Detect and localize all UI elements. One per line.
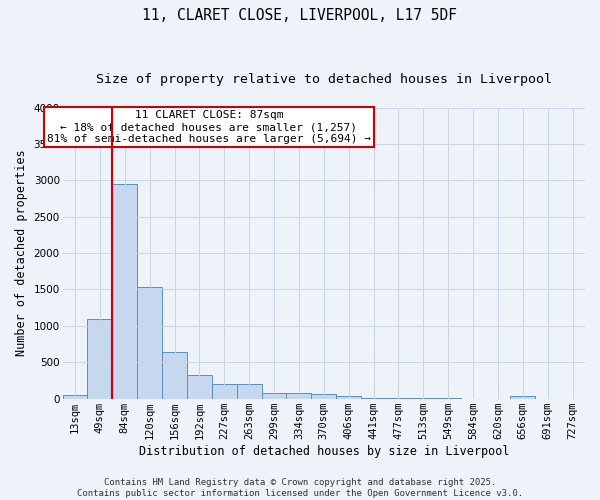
Bar <box>336 396 361 398</box>
Bar <box>237 384 262 398</box>
Title: Size of property relative to detached houses in Liverpool: Size of property relative to detached ho… <box>96 72 552 86</box>
Bar <box>511 396 535 398</box>
Bar <box>187 374 212 398</box>
Bar <box>88 318 112 398</box>
Bar <box>112 184 137 398</box>
Bar <box>162 352 187 399</box>
Text: 11, CLARET CLOSE, LIVERPOOL, L17 5DF: 11, CLARET CLOSE, LIVERPOOL, L17 5DF <box>143 8 458 22</box>
Text: Contains HM Land Registry data © Crown copyright and database right 2025.
Contai: Contains HM Land Registry data © Crown c… <box>77 478 523 498</box>
Bar <box>262 393 286 398</box>
Bar <box>286 393 311 398</box>
Bar <box>212 384 237 398</box>
Text: 11 CLARET CLOSE: 87sqm
← 18% of detached houses are smaller (1,257)
81% of semi-: 11 CLARET CLOSE: 87sqm ← 18% of detached… <box>47 110 371 144</box>
X-axis label: Distribution of detached houses by size in Liverpool: Distribution of detached houses by size … <box>139 444 509 458</box>
Y-axis label: Number of detached properties: Number of detached properties <box>15 150 28 356</box>
Bar <box>311 394 336 398</box>
Bar <box>137 288 162 399</box>
Bar <box>62 395 88 398</box>
